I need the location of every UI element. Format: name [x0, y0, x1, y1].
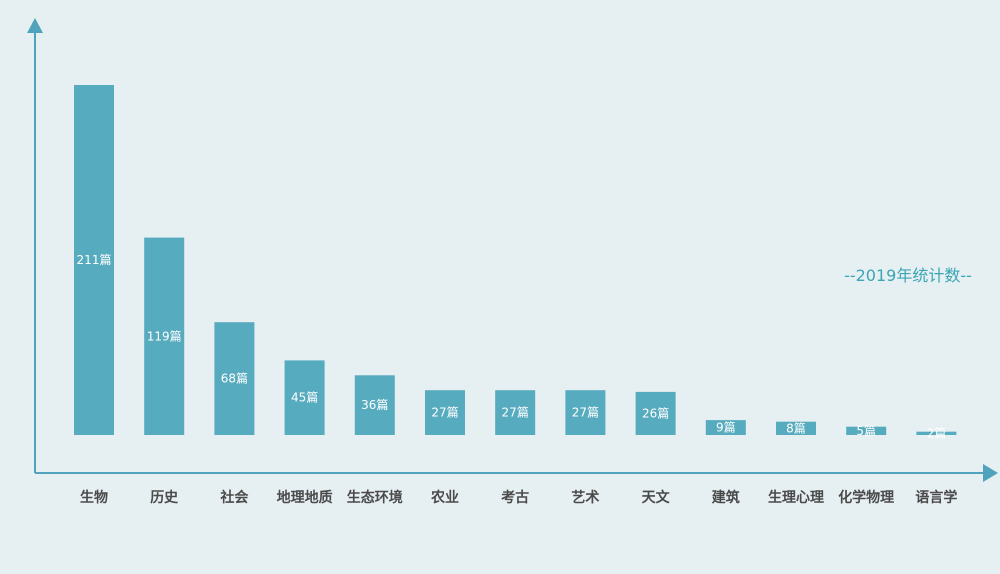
category-label-7: 艺术	[571, 489, 599, 506]
category-label-0: 生物	[80, 489, 108, 506]
category-label-5: 农业	[430, 489, 459, 506]
category-label-10: 生理心理	[768, 489, 824, 506]
bar-value-label-8: 26篇	[642, 405, 669, 420]
category-label-2: 社会	[219, 489, 249, 506]
chart-annotation: --2019年统计数--	[844, 266, 972, 285]
category-label-11: 化学物理	[838, 489, 894, 506]
bar-value-label-12: 2篇	[927, 425, 947, 440]
category-label-12: 语言学	[915, 489, 957, 506]
bar-value-label-9: 9篇	[716, 420, 736, 435]
category-label-3: 地理地质	[277, 489, 333, 506]
category-label-4: 生态环境	[347, 489, 403, 506]
bar-value-label-2: 68篇	[221, 371, 248, 386]
category-label-8: 天文	[642, 489, 671, 506]
bar-value-label-10: 8篇	[786, 420, 806, 435]
y-axis-arrow-icon	[27, 18, 43, 33]
bar-value-label-4: 36篇	[361, 397, 388, 412]
category-label-6: 考古	[501, 489, 529, 506]
bar-value-label-0: 211篇	[77, 252, 112, 267]
bar-value-label-5: 27篇	[431, 405, 458, 420]
x-axis-arrow-icon	[983, 464, 998, 482]
bar-labels-group: 211篇 119篇 68篇 45篇 36篇 27篇 27篇 27篇 26篇 9篇 8篇 5篇 2篇	[77, 252, 947, 440]
category-label-9: 建筑	[712, 489, 740, 506]
bar-value-label-11: 5篇	[856, 423, 876, 438]
category-labels-group: 生物 历史 社会 地理地质 生态环境 农业 考古 艺术 天文 建筑 生理心理 化学物理 语言学	[80, 489, 957, 506]
bar-value-label-3: 45篇	[291, 390, 318, 405]
bars-group	[74, 85, 956, 435]
bar-value-label-1: 119篇	[147, 328, 182, 343]
bar-value-label-7: 27篇	[572, 405, 599, 420]
category-label-1: 历史	[150, 490, 179, 506]
bar-value-label-6: 27篇	[502, 405, 529, 420]
